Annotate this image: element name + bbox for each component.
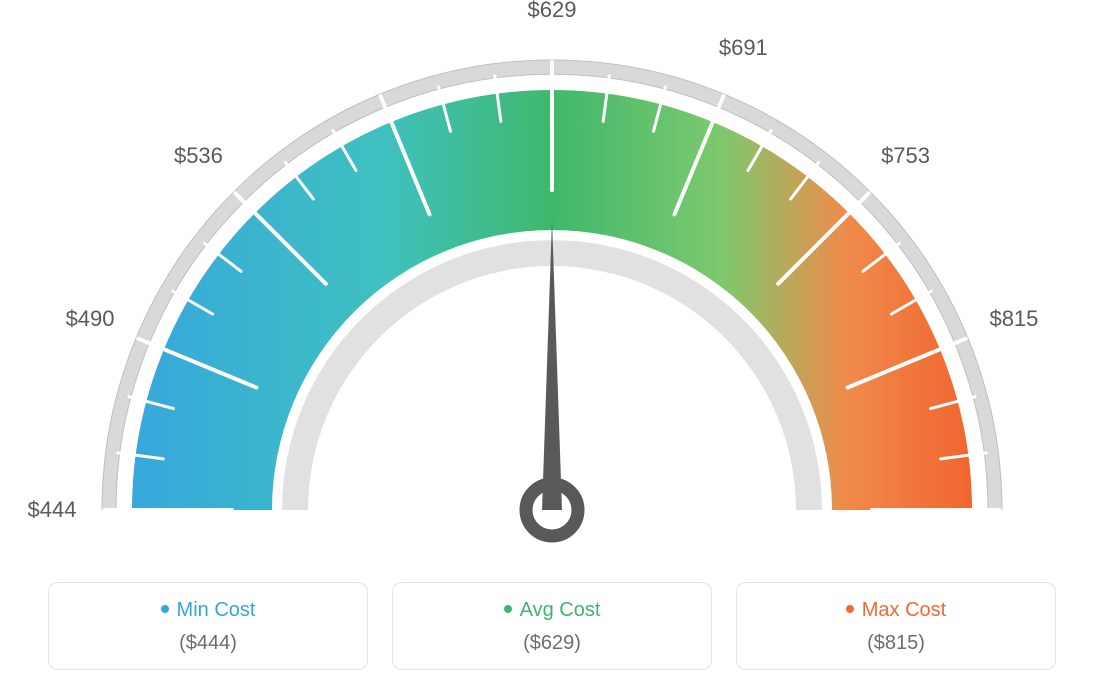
dot-icon: [161, 605, 169, 613]
legend-label: Avg Cost: [520, 599, 601, 621]
gauge-tick-label: $815: [989, 306, 1038, 332]
cost-gauge: $444 $490 $536 $629 $691 $753 $815: [0, 0, 1104, 560]
dot-icon: [846, 605, 854, 613]
legend-label: Min Cost: [177, 599, 256, 621]
dot-icon: [504, 605, 512, 613]
legend-value-max: ($815): [747, 632, 1045, 655]
gauge-tick-label: $444: [28, 497, 77, 523]
legend-value-min: ($444): [59, 632, 357, 655]
legend-card-min: Min Cost ($444): [48, 582, 368, 670]
gauge-tick-label: $691: [719, 35, 768, 61]
gauge-svg: [0, 0, 1104, 560]
gauge-tick-label: $753: [881, 143, 930, 169]
legend-title-min: Min Cost: [59, 599, 357, 622]
legend-card-max: Max Cost ($815): [736, 582, 1056, 670]
gauge-tick-label: $490: [66, 306, 115, 332]
legend-row: Min Cost ($444) Avg Cost ($629) Max Cost…: [0, 582, 1104, 670]
legend-card-avg: Avg Cost ($629): [392, 582, 712, 670]
legend-value-avg: ($629): [403, 632, 701, 655]
legend-title-max: Max Cost: [747, 599, 1045, 622]
legend-label: Max Cost: [862, 599, 946, 621]
gauge-tick-label: $536: [174, 143, 223, 169]
gauge-tick-label: $629: [528, 0, 577, 23]
legend-title-avg: Avg Cost: [403, 599, 701, 622]
